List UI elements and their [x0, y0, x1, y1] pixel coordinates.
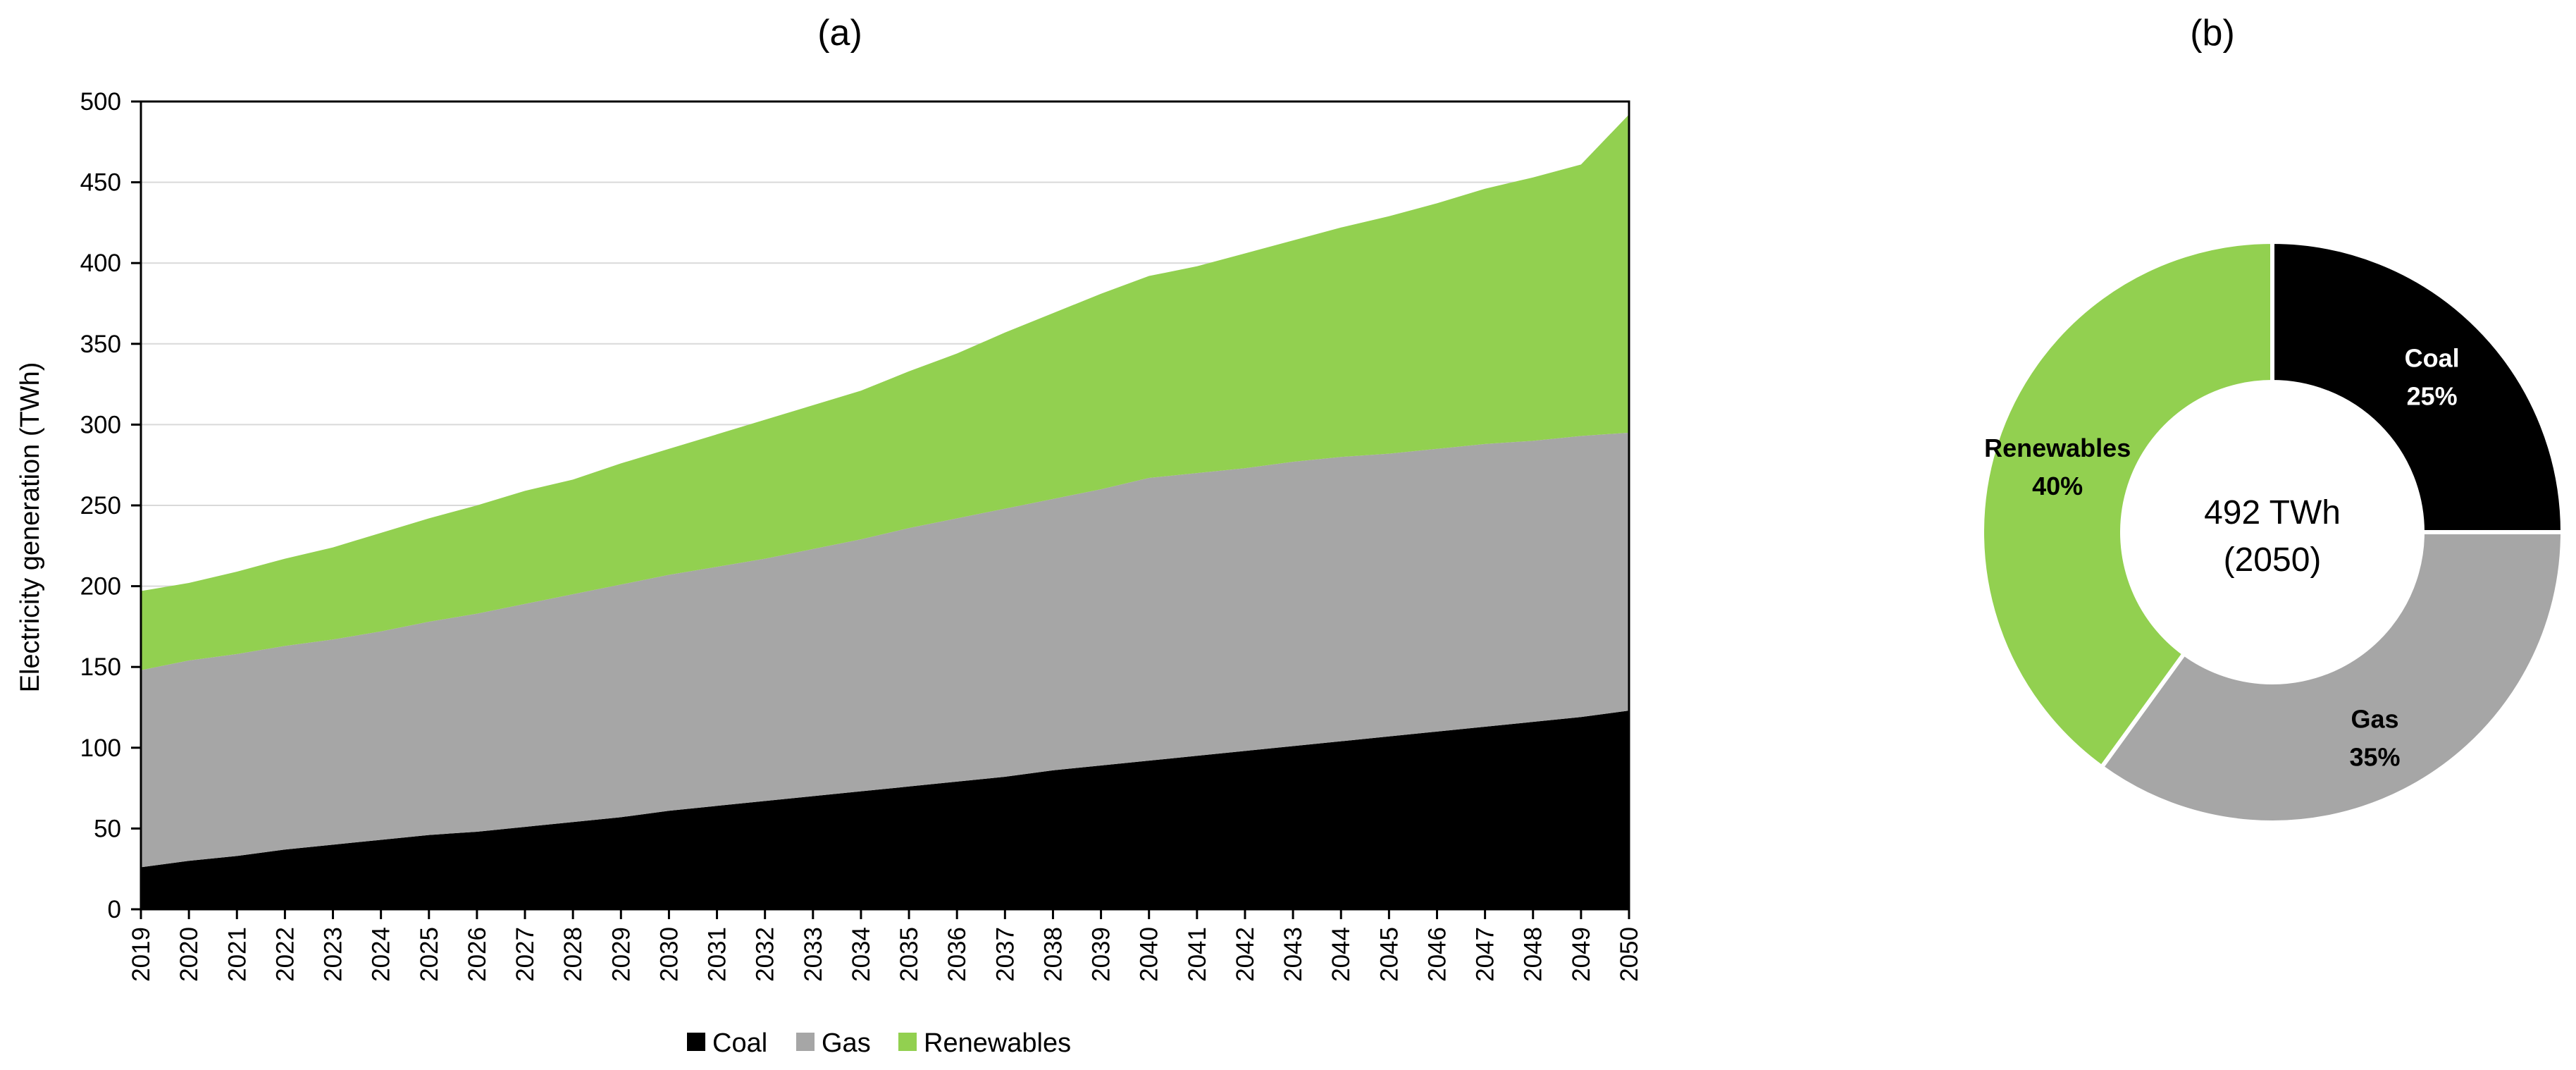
x-tick-label: 2047: [1472, 927, 1499, 982]
donut-slices: [1980, 239, 2565, 825]
x-tick-label: 2037: [991, 927, 1019, 982]
x-tick-label: 2023: [320, 927, 347, 982]
x-tick-label: 2041: [1184, 927, 1211, 982]
donut-center-year: (2050): [2224, 541, 2322, 579]
x-tick-label: 2046: [1423, 927, 1451, 982]
donut-center-value: 492 TWh: [2204, 494, 2341, 531]
y-tick-label: 0: [108, 896, 121, 923]
donut-slice-gas: [2098, 530, 2565, 825]
y-tick-label: 500: [80, 88, 121, 116]
legend-swatch-coal: [687, 1033, 705, 1051]
x-tick-label: 2050: [1616, 927, 1643, 982]
x-tick-label: 2020: [175, 927, 203, 982]
slice-percent-gas: 35%: [2349, 743, 2400, 772]
legend-swatch-gas: [796, 1033, 815, 1051]
x-tick-label: 2034: [848, 927, 875, 982]
y-tick-label: 150: [80, 653, 121, 681]
x-tick-label: 2033: [800, 927, 827, 982]
stacked-areas: [141, 114, 1629, 909]
x-tick-label: 2031: [704, 927, 731, 982]
area-coal: [141, 711, 1629, 909]
y-tick-label: 200: [80, 573, 121, 601]
x-tick-label: 2049: [1568, 927, 1595, 982]
slice-labels: Coal 25% Gas 35% Renewables 40%: [1984, 343, 2459, 771]
x-tick-label: 2029: [607, 927, 635, 982]
slice-percent-renewables: 40%: [2032, 472, 2083, 500]
legend-label-renewables: Renewables: [924, 1028, 1071, 1058]
x-tick-label: 2048: [1520, 927, 1547, 982]
slice-label-renewables: Renewables: [1984, 433, 2131, 462]
slice-label-gas: Gas: [2351, 705, 2398, 734]
x-tick-label: 2045: [1375, 927, 1403, 982]
legend-label-coal: Coal: [712, 1028, 767, 1058]
x-tick-label: 2044: [1327, 927, 1355, 982]
x-tick-label: 2032: [752, 927, 779, 982]
donut-slice-renewables: [1980, 239, 2274, 770]
legend: Coal Gas Renewables: [687, 1028, 1071, 1058]
x-tick-label: 2040: [1136, 927, 1163, 982]
x-tick-label: 2030: [655, 927, 683, 982]
x-tick-labels: 2019 2020 2021 2022 2023 2024 2025 2026 2027 2028…: [128, 927, 1643, 982]
y-tick-label: 50: [94, 815, 121, 842]
y-tick-label: 300: [80, 411, 121, 438]
donut-chart-panel: (b) Coal 25% Gas 35% Renewables 40% 492 TWh (…: [1980, 13, 2565, 825]
axes: [131, 100, 1630, 919]
legend-swatch-renewables: [898, 1033, 917, 1051]
panel-b-title: (b): [2190, 13, 2235, 54]
x-tick-label: 2019: [128, 927, 155, 982]
panel-a-title: (a): [817, 13, 862, 54]
x-tick-label: 2036: [943, 927, 971, 982]
area-gas: [141, 432, 1629, 868]
y-axis-title: Electricity generation (TWh): [16, 362, 45, 693]
legend-label-gas: Gas: [822, 1028, 871, 1058]
y-tick-labels: 0 50 100 150 200 250 300 350 400 450 500: [80, 88, 121, 923]
x-tick-label: 2043: [1280, 927, 1307, 982]
x-tick-label: 2028: [559, 927, 587, 982]
x-tick-label: 2024: [368, 927, 395, 982]
x-tick-label: 2038: [1039, 927, 1067, 982]
area-renewables: [141, 114, 1629, 670]
slice-percent-coal: 25%: [2407, 381, 2458, 410]
donut-slice-coal: [2270, 239, 2565, 534]
x-tick-label: 2021: [223, 927, 251, 982]
y-tick-label: 250: [80, 492, 121, 519]
x-tick-label: 2035: [896, 927, 923, 982]
slice-label-coal: Coal: [2405, 343, 2460, 372]
x-tick-label: 2026: [464, 927, 491, 982]
x-tick-label: 2022: [271, 927, 299, 982]
y-tick-label: 450: [80, 169, 121, 197]
y-tick-label: 350: [80, 331, 121, 358]
x-tick-label: 2025: [416, 927, 443, 982]
x-tick-label: 2039: [1088, 927, 1115, 982]
x-tick-label: 2027: [512, 927, 539, 982]
x-tick-label: 2042: [1232, 927, 1259, 982]
y-tick-label: 100: [80, 734, 121, 762]
y-tick-label: 400: [80, 250, 121, 277]
